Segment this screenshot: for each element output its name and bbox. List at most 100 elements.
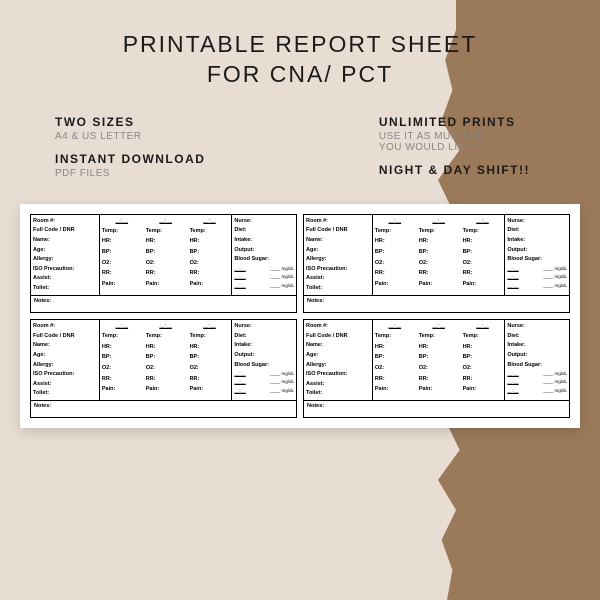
- field-label: Allergy:: [33, 256, 97, 263]
- vital-label: RR:: [375, 376, 415, 383]
- vital-label: O2:: [375, 260, 415, 267]
- vital-label: RR:: [419, 376, 459, 383]
- field-label: Toilet:: [33, 285, 97, 292]
- field-label: Intake:: [507, 342, 567, 349]
- patient-card: Room #: Full Code / DNR Name: Age: Allergy: I…: [30, 214, 297, 313]
- vital-label: O2:: [102, 260, 142, 267]
- field-label: Assist:: [306, 381, 370, 388]
- field-label: Toilet:: [33, 390, 97, 397]
- vitals-time: __:__: [463, 218, 503, 224]
- vital-label: O2:: [419, 260, 459, 267]
- vital-label: Temp:: [190, 228, 230, 235]
- vital-label: O2:: [146, 260, 186, 267]
- feature: INSTANT DOWNLOAD PDF FILES: [55, 152, 205, 179]
- card-grid: Room #: Full Code / DNR Name: Age: Allergy: I…: [30, 214, 570, 419]
- field-label: ISO Precaution:: [33, 371, 97, 378]
- vital-label: O2:: [463, 365, 503, 372]
- vitals-time: __:__: [419, 218, 459, 224]
- blood-sugar-row: __:______ mg/dL: [234, 371, 294, 376]
- field-label: Diet:: [507, 227, 567, 234]
- patient-card: Room #:Full Code / DNRName:Age:Allergy:I…: [303, 319, 570, 418]
- vital-label: RR:: [146, 270, 186, 277]
- vital-label: RR:: [102, 376, 142, 383]
- vital-label: RR:: [146, 376, 186, 383]
- field-label: Nurse:: [234, 323, 294, 330]
- vitals-time: __:__: [146, 218, 186, 224]
- field-label: Diet:: [234, 333, 294, 340]
- field-label: Allergy:: [306, 256, 370, 263]
- feature-sub: A4 & US LETTER: [55, 131, 205, 142]
- field-label: Full Code / DNR: [33, 227, 97, 234]
- vital-label: RR:: [419, 270, 459, 277]
- vital-label: HR:: [102, 344, 142, 351]
- field-label: Blood Sugar:: [507, 362, 567, 369]
- vital-label: Temp:: [102, 333, 142, 340]
- vital-label: RR:: [190, 270, 230, 277]
- field-label: Blood Sugar:: [234, 256, 294, 263]
- vital-label: BP:: [419, 354, 459, 361]
- vitals-time: __:__: [146, 323, 186, 329]
- notes-label: Notes:: [304, 296, 569, 313]
- vital-label: HR:: [375, 344, 415, 351]
- field-label: Diet:: [507, 333, 567, 340]
- feature-title: INSTANT DOWNLOAD: [55, 152, 205, 166]
- feature-title: UNLIMITED PRINTS: [379, 115, 530, 129]
- field-label: Intake:: [234, 237, 294, 244]
- vitals-time: __:__: [190, 323, 230, 329]
- vital-label: HR:: [146, 238, 186, 245]
- field-label: Diet:: [234, 227, 294, 234]
- field-label: Age:: [33, 247, 97, 254]
- vital-label: RR:: [463, 376, 503, 383]
- field-label: Name:: [33, 342, 97, 349]
- vital-label: BP:: [463, 249, 503, 256]
- feature: UNLIMITED PRINTS USE IT AS MUCH AS YOU W…: [379, 115, 530, 153]
- blood-sugar-row: __:______ mg/dL: [507, 388, 567, 393]
- feature-col-left: TWO SIZES A4 & US LETTER INSTANT DOWNLOA…: [55, 115, 205, 179]
- vital-label: BP:: [146, 249, 186, 256]
- feature-sub: USE IT AS MUCH AS YOU WOULD LIKE!!: [379, 131, 530, 153]
- vital-label: Pain:: [463, 281, 503, 288]
- patient-card: Room #:Full Code / DNRName:Age:Allergy:I…: [303, 214, 570, 313]
- vital-label: Pain:: [102, 281, 142, 288]
- vital-label: Pain:: [190, 281, 230, 288]
- patient-card: Room #:Full Code / DNRName:Age:Allergy:I…: [30, 319, 297, 418]
- field-label: Full Code / DNR: [306, 333, 370, 340]
- vital-label: Pain:: [375, 281, 415, 288]
- field-label: Assist:: [33, 275, 97, 282]
- notes-label: Notes:: [31, 401, 296, 418]
- vital-label: Pain:: [375, 386, 415, 393]
- blood-sugar-row: __:______ mg/dL: [234, 379, 294, 384]
- field-label: Assist:: [33, 381, 97, 388]
- vital-label: Temp:: [146, 228, 186, 235]
- vital-label: Temp:: [419, 333, 459, 340]
- vital-label: RR:: [463, 270, 503, 277]
- field-label: Full Code / DNR: [33, 333, 97, 340]
- vital-label: BP:: [375, 354, 415, 361]
- vital-label: O2:: [146, 365, 186, 372]
- vital-label: O2:: [375, 365, 415, 372]
- vital-label: O2:: [102, 365, 142, 372]
- vital-label: HR:: [419, 238, 459, 245]
- feature: TWO SIZES A4 & US LETTER: [55, 115, 205, 142]
- field-label: ISO Precaution:: [306, 266, 370, 273]
- vital-label: RR:: [190, 376, 230, 383]
- field-label: Name:: [33, 237, 97, 244]
- field-label: Output:: [507, 247, 567, 254]
- field-label: Output:: [234, 352, 294, 359]
- vital-label: Temp:: [463, 333, 503, 340]
- field-label: ISO Precaution:: [33, 266, 97, 273]
- field-label: Output:: [234, 247, 294, 254]
- field-label: Intake:: [234, 342, 294, 349]
- field-label: Age:: [306, 352, 370, 359]
- vital-label: RR:: [375, 270, 415, 277]
- vital-label: BP:: [146, 354, 186, 361]
- field-label: Room #:: [33, 218, 97, 225]
- features: TWO SIZES A4 & US LETTER INSTANT DOWNLOA…: [0, 90, 600, 194]
- field-label: Name:: [306, 342, 370, 349]
- blood-sugar-row: __:______ mg/dL: [234, 283, 294, 288]
- feature-title: NIGHT & DAY SHIFT!!: [379, 163, 530, 177]
- vital-label: Pain:: [419, 281, 459, 288]
- vitals-time: __:__: [102, 323, 142, 329]
- vital-label: Temp:: [190, 333, 230, 340]
- feature: NIGHT & DAY SHIFT!!: [379, 163, 530, 177]
